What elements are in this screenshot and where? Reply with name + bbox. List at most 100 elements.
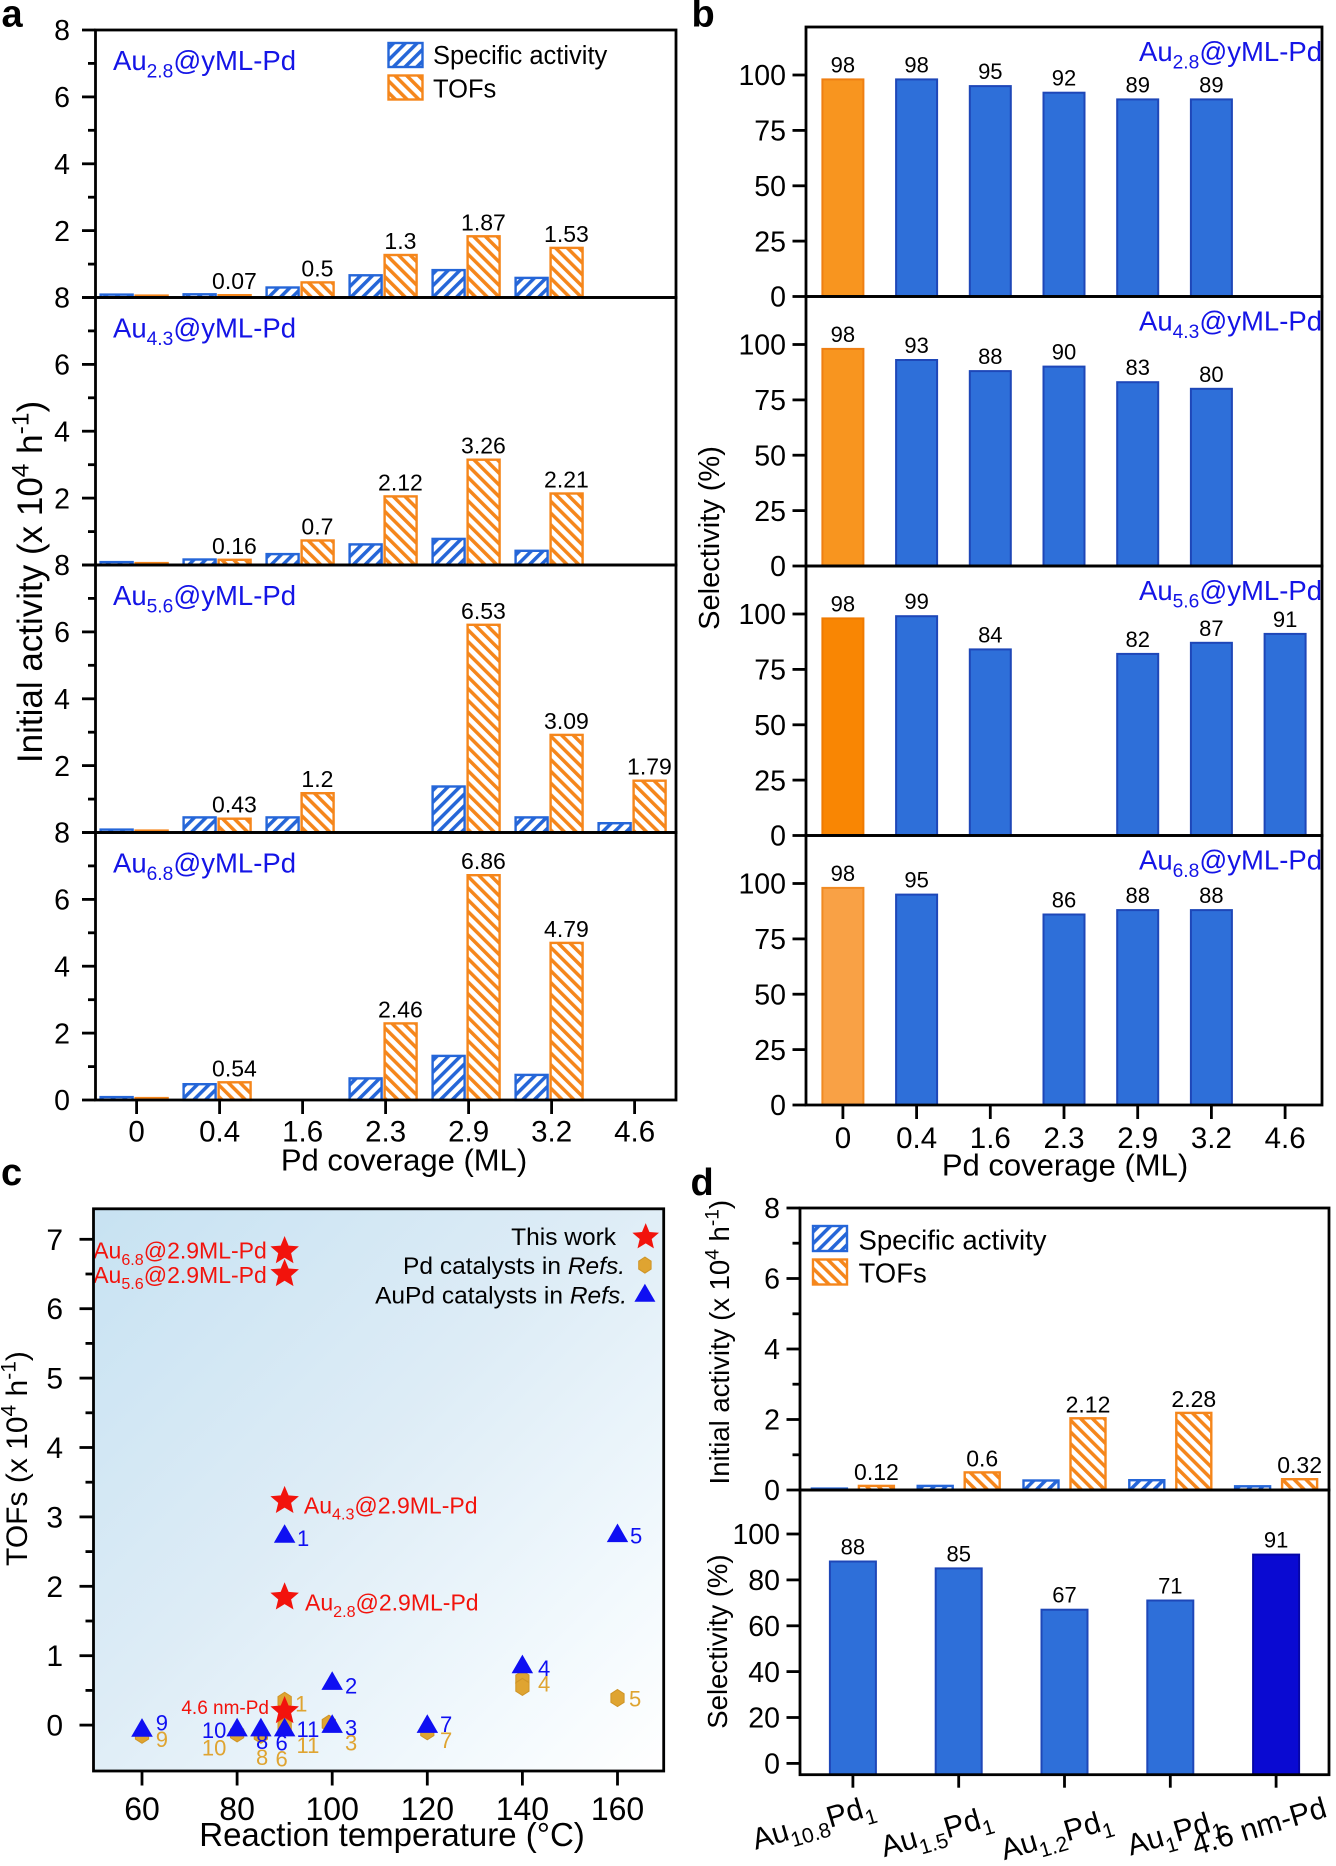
svg-text:8: 8 xyxy=(256,1729,268,1754)
svg-text:3.09: 3.09 xyxy=(544,708,589,734)
svg-text:2: 2 xyxy=(345,1674,357,1699)
svg-text:6.53: 6.53 xyxy=(461,598,506,624)
svg-text:8: 8 xyxy=(54,550,70,582)
svg-text:75: 75 xyxy=(754,655,786,687)
svg-text:2.12: 2.12 xyxy=(1066,1391,1111,1417)
svg-text:1: 1 xyxy=(46,1640,63,1673)
svg-text:0: 0 xyxy=(770,282,786,314)
svg-text:7: 7 xyxy=(46,1224,63,1257)
svg-text:4.6: 4.6 xyxy=(1265,1122,1306,1155)
svg-text:40: 40 xyxy=(748,1657,780,1689)
svg-text:91: 91 xyxy=(1273,607,1297,632)
svg-text:25: 25 xyxy=(754,226,786,258)
svg-text:2.9: 2.9 xyxy=(1117,1122,1158,1155)
svg-text:Initial activity (x 104 h-1): Initial activity (x 104 h-1) xyxy=(8,401,50,763)
svg-text:2.28: 2.28 xyxy=(1171,1386,1216,1412)
svg-text:1: 1 xyxy=(297,1526,309,1551)
svg-text:50: 50 xyxy=(754,440,786,472)
svg-text:This work: This work xyxy=(511,1224,617,1251)
svg-text:0: 0 xyxy=(770,551,786,583)
svg-text:0: 0 xyxy=(835,1122,851,1155)
svg-text:100: 100 xyxy=(738,60,786,92)
svg-text:85: 85 xyxy=(946,1541,970,1566)
svg-text:8: 8 xyxy=(54,818,70,850)
svg-text:160: 160 xyxy=(591,1791,644,1827)
svg-text:8: 8 xyxy=(54,15,70,47)
svg-text:2: 2 xyxy=(764,1405,780,1437)
svg-text:11: 11 xyxy=(297,1733,320,1758)
svg-text:2: 2 xyxy=(54,1018,70,1050)
svg-text:100: 100 xyxy=(738,869,786,901)
svg-text:7: 7 xyxy=(440,1728,452,1753)
svg-text:93: 93 xyxy=(904,333,928,358)
svg-text:4: 4 xyxy=(54,416,70,448)
svg-text:60: 60 xyxy=(748,1611,780,1643)
svg-text:Au6.8@yML-Pd: Au6.8@yML-Pd xyxy=(1139,845,1322,882)
svg-text:50: 50 xyxy=(754,710,786,742)
svg-text:1.3: 1.3 xyxy=(384,228,416,254)
svg-text:6: 6 xyxy=(54,885,70,917)
svg-text:25: 25 xyxy=(754,1035,786,1067)
svg-text:Pd coverage (ML): Pd coverage (ML) xyxy=(942,1148,1188,1183)
svg-text:1.79: 1.79 xyxy=(627,754,672,780)
svg-text:Au6.8@2.9ML-Pd: Au6.8@2.9ML-Pd xyxy=(93,1238,267,1269)
svg-text:88: 88 xyxy=(1199,883,1223,908)
svg-text:4: 4 xyxy=(538,1656,550,1681)
svg-text:Au2.8@yML-Pd: Au2.8@yML-Pd xyxy=(113,45,296,82)
svg-text:5: 5 xyxy=(630,1524,642,1549)
svg-text:4.79: 4.79 xyxy=(544,916,589,942)
svg-text:88: 88 xyxy=(1125,883,1149,908)
svg-text:9: 9 xyxy=(156,1727,168,1752)
svg-text:98: 98 xyxy=(831,861,855,886)
svg-text:83: 83 xyxy=(1125,355,1149,380)
svg-text:6: 6 xyxy=(764,1264,780,1296)
svg-text:0: 0 xyxy=(770,1090,786,1122)
svg-text:0: 0 xyxy=(764,1475,780,1507)
svg-text:Au4.3@2.9ML-Pd: Au4.3@2.9ML-Pd xyxy=(304,1492,478,1523)
svg-text:2: 2 xyxy=(54,216,70,248)
svg-text:4: 4 xyxy=(764,1334,780,1366)
svg-text:0.7: 0.7 xyxy=(301,514,333,540)
svg-text:4: 4 xyxy=(538,1672,550,1697)
svg-text:95: 95 xyxy=(904,868,928,893)
svg-text:98: 98 xyxy=(831,52,855,77)
svg-text:120: 120 xyxy=(401,1791,454,1827)
svg-text:67: 67 xyxy=(1052,1583,1076,1608)
svg-text:0.16: 0.16 xyxy=(212,533,257,559)
svg-text:1.87: 1.87 xyxy=(461,209,506,235)
svg-text:0: 0 xyxy=(46,1710,63,1743)
svg-text:60: 60 xyxy=(124,1791,160,1827)
svg-text:91: 91 xyxy=(1264,1528,1288,1553)
svg-text:88: 88 xyxy=(978,344,1002,369)
svg-text:100: 100 xyxy=(738,599,786,631)
svg-text:100: 100 xyxy=(306,1791,359,1827)
svg-text:6.86: 6.86 xyxy=(461,848,506,874)
svg-text:Reaction temperature (°C): Reaction temperature (°C) xyxy=(199,1816,585,1853)
svg-text:c: c xyxy=(1,1152,22,1194)
svg-text:0.54: 0.54 xyxy=(212,1055,257,1081)
svg-text:2.21: 2.21 xyxy=(544,467,589,493)
svg-text:0: 0 xyxy=(128,1115,144,1148)
svg-text:10: 10 xyxy=(202,1718,226,1743)
svg-text:TOFs: TOFs xyxy=(859,1258,927,1289)
svg-text:TOFs: TOFs xyxy=(433,75,496,103)
svg-text:6: 6 xyxy=(46,1293,63,1326)
svg-text:2: 2 xyxy=(54,751,70,783)
svg-text:98: 98 xyxy=(831,591,855,616)
svg-text:88: 88 xyxy=(841,1535,865,1560)
svg-text:10: 10 xyxy=(202,1736,226,1761)
svg-text:4: 4 xyxy=(54,952,70,984)
svg-text:4: 4 xyxy=(54,684,70,716)
svg-text:6: 6 xyxy=(54,617,70,649)
svg-text:7: 7 xyxy=(440,1712,452,1737)
svg-text:6: 6 xyxy=(276,1730,288,1755)
svg-text:1: 1 xyxy=(295,1692,307,1717)
svg-text:75: 75 xyxy=(754,116,786,148)
svg-text:Au4.3@yML-Pd: Au4.3@yML-Pd xyxy=(113,313,296,350)
svg-text:9: 9 xyxy=(156,1711,168,1736)
svg-text:5: 5 xyxy=(629,1686,641,1711)
svg-text:2: 2 xyxy=(46,1571,63,1604)
svg-text:6: 6 xyxy=(54,82,70,114)
svg-text:89: 89 xyxy=(1125,72,1149,97)
svg-text:Au5.6@2.9ML-Pd: Au5.6@2.9ML-Pd xyxy=(93,1262,267,1293)
